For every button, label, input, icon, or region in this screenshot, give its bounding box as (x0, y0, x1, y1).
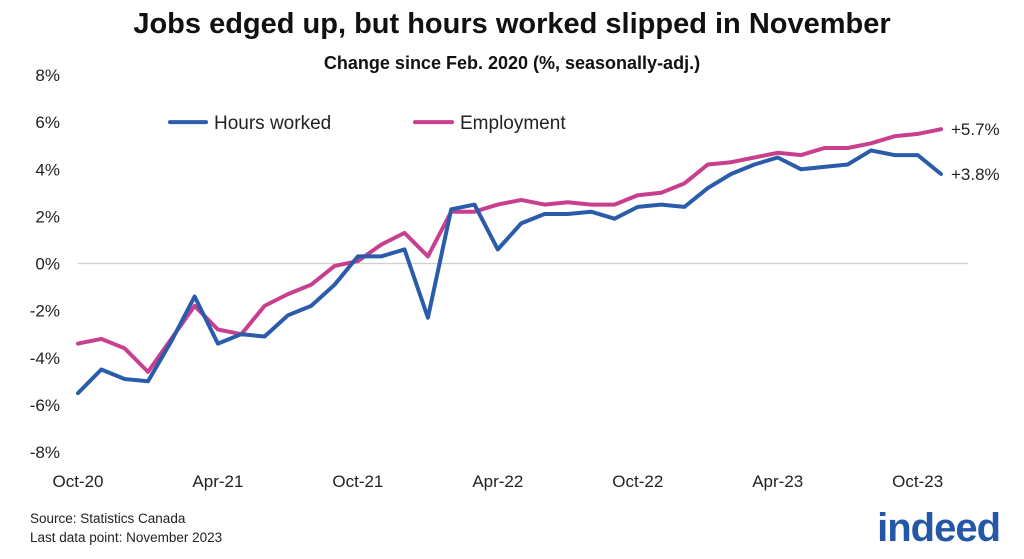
x-tick-label: Oct-21 (332, 472, 383, 491)
x-axis: Oct-20 Apr-21 Oct-21 Apr-22 Oct-22 Apr-23 Oct-… (52, 472, 943, 491)
x-tick-label: Apr-22 (472, 472, 523, 491)
y-tick-label: -6% (30, 396, 60, 415)
series-line-hours-worked (76, 148, 943, 396)
source-note: Source: Statistics Canada (30, 511, 186, 526)
y-tick-label: 0% (35, 255, 60, 274)
x-tick-label: Oct-22 (612, 472, 663, 491)
y-tick-label: -4% (30, 349, 60, 368)
y-tick-label: -2% (30, 302, 60, 321)
y-tick-label: 6% (35, 113, 60, 132)
chart-subtitle: Change since Feb. 2020 (%, seasonally-ad… (323, 53, 701, 73)
series-line-employment (76, 127, 943, 374)
end-label-employment: +5.7% (951, 120, 1000, 139)
legend-label-hours-worked: Hours worked (214, 113, 331, 134)
y-tick-label: 4% (35, 160, 60, 179)
y-tick-label: 8% (35, 66, 60, 85)
x-tick-label: Apr-21 (192, 472, 243, 491)
x-tick-label: Apr-23 (752, 472, 803, 491)
x-tick-label: Oct-20 (52, 472, 103, 491)
end-label-hours-worked: +3.8% (951, 165, 1000, 184)
indeed-logo: indeed (877, 506, 1001, 550)
series-group (76, 127, 943, 396)
x-tick-label: Oct-23 (892, 472, 943, 491)
last-data-note: Last data point: November 2023 (30, 530, 223, 545)
legend: Hours worked Employment (168, 113, 566, 134)
y-axis: -8% -6% -4% -2% 0% 2% 4% 6% 8% (30, 66, 60, 462)
legend-label-employment: Employment (460, 113, 566, 134)
y-tick-label: -8% (30, 443, 60, 462)
chart-title: Jobs edged up, but hours worked slipped … (133, 8, 891, 40)
y-tick-label: 2% (35, 207, 60, 226)
